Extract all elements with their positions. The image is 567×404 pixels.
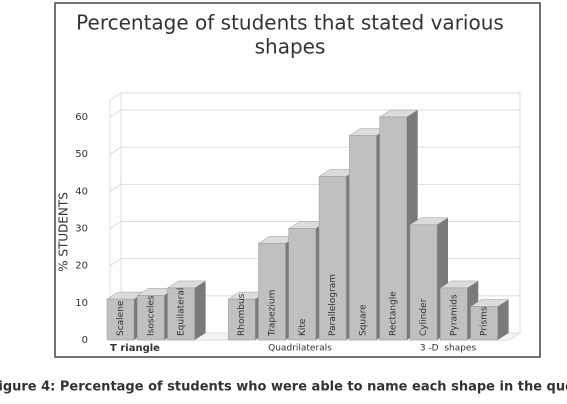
bar-side — [497, 299, 509, 340]
bar — [227, 298, 256, 341]
group-label: Quadrilaterals — [268, 344, 332, 354]
chart-subtitle: shapes — [255, 35, 326, 59]
caption: Figure 4: Percentage of students who wer… — [0, 380, 567, 395]
y-tick-label: 40 — [75, 186, 88, 197]
group-label: 3 -D shapes — [420, 344, 477, 354]
grid-line — [109, 221, 122, 229]
grid-line — [109, 109, 122, 118]
bar-side — [194, 280, 206, 340]
bar — [167, 287, 195, 341]
group-label: T riangle — [110, 343, 160, 354]
bar — [258, 243, 286, 341]
grid-line — [109, 183, 122, 192]
y-tick-label: 60 — [75, 112, 88, 123]
bar-category-label: Cylinder — [419, 298, 429, 336]
grid-line — [109, 146, 122, 155]
bar — [318, 176, 347, 341]
side-wall-edge — [109, 92, 122, 101]
y-tick-label: 30 — [75, 224, 88, 235]
bar — [409, 224, 438, 341]
grid-line — [109, 258, 122, 267]
bar — [106, 298, 135, 341]
bar-category-label: Square — [358, 304, 368, 336]
bar-category-label: Kite — [298, 318, 308, 336]
bar-category-label: Prisms — [480, 306, 490, 336]
y-tick-label: 20 — [75, 261, 88, 272]
bar — [440, 287, 468, 341]
bar-category-label: Rhombus — [237, 293, 247, 336]
bar-category-label: Isosceles — [146, 295, 156, 336]
bar — [288, 228, 317, 341]
bar-category-label: Rectangle — [389, 291, 399, 336]
bar — [137, 295, 165, 341]
chart-title: Percentage of students that stated vario… — [76, 11, 504, 35]
bar — [349, 135, 377, 341]
bar — [470, 306, 498, 341]
bar-category-label: Pyramids — [449, 294, 459, 336]
bar — [379, 116, 407, 341]
bar-category-label: Trapezium — [268, 290, 278, 337]
y-tick-label: 0 — [82, 335, 88, 346]
y-tick-label: 50 — [75, 149, 88, 160]
bar-category-label: Equilateral — [177, 288, 187, 336]
bar-category-label: Scalene — [116, 300, 126, 336]
bar-category-label: Parallelogram — [328, 274, 338, 336]
y-tick-label: 10 — [75, 298, 88, 309]
y-axis-label: % STUDENTS — [57, 192, 71, 272]
